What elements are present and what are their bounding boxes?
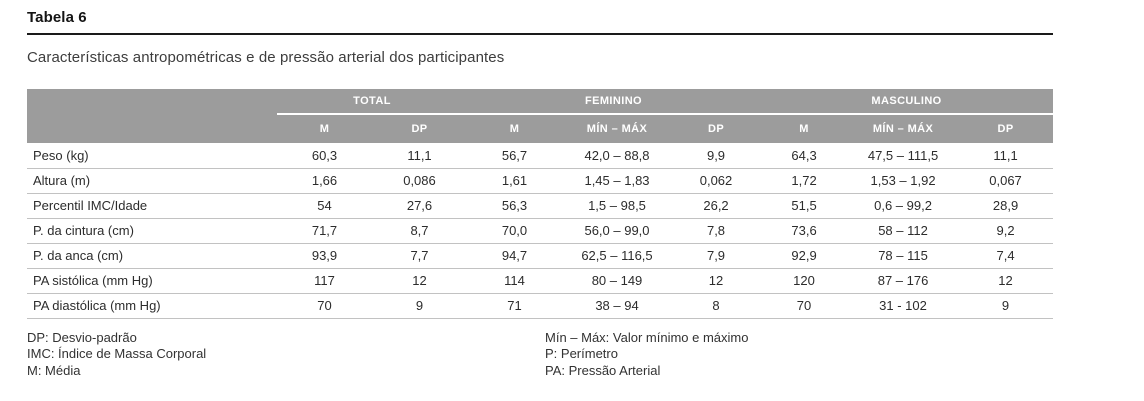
- cell: 56,7: [467, 143, 562, 169]
- title-rule: [27, 33, 1053, 35]
- cell: 9,9: [672, 143, 761, 169]
- group-header-feminino: FEMININO: [467, 89, 761, 115]
- table-row: Peso (kg) 60,3 11,1 56,7 42,0 – 88,8 9,9…: [27, 143, 1054, 169]
- cell: 12: [958, 268, 1054, 294]
- cell: 7,8: [672, 218, 761, 244]
- table-row: PA diastólica (mm Hg) 70 9 71 38 – 94 8 …: [27, 293, 1054, 319]
- row-label: PA diastólica (mm Hg): [27, 293, 277, 319]
- footnote-m: M: Média: [27, 362, 81, 378]
- cell: 51,5: [760, 193, 849, 219]
- cell: 8: [672, 293, 761, 319]
- cell: 31 - 102: [848, 293, 959, 319]
- cell: 94,7: [467, 243, 562, 269]
- footnotes-left: DP: Desvio-padrão IMC: Índice de Massa C…: [27, 330, 545, 380]
- cell: 7,7: [372, 243, 467, 269]
- table-figure: Tabela 6 Características antropométricas…: [27, 9, 1054, 380]
- row-label: P. da anca (cm): [27, 243, 277, 269]
- cell: 0,086: [372, 168, 467, 194]
- group-header-masculino: MASCULINO: [760, 89, 1054, 115]
- cell: 93,9: [277, 243, 372, 269]
- footnote-dp: DP: Desvio-padrão: [27, 329, 137, 345]
- table-row: P. da anca (cm) 93,9 7,7 94,7 62,5 – 116…: [27, 243, 1054, 269]
- column-header-masc-m: M: [760, 114, 849, 143]
- cell: 71,7: [277, 218, 372, 244]
- column-header-fem-minmax: MÍN – MÁX: [562, 114, 672, 143]
- cell: 56,0 – 99,0: [562, 218, 672, 244]
- footnote-imc: IMC: Índice de Massa Corporal: [27, 346, 207, 361]
- cell: 0,067: [958, 168, 1054, 194]
- cell: 1,5 – 98,5: [562, 193, 672, 219]
- column-header-total-dp: DP: [372, 114, 467, 143]
- cell: 8,7: [372, 218, 467, 244]
- cell: 117: [277, 268, 372, 294]
- cell: 92,9: [760, 243, 849, 269]
- cell: 71: [467, 293, 562, 319]
- cell: 9: [958, 293, 1054, 319]
- cell: 7,9: [672, 243, 761, 269]
- cell: 120: [760, 268, 849, 294]
- cell: 54: [277, 193, 372, 219]
- column-header-total-m: M: [277, 114, 372, 143]
- cell: 1,53 – 1,92: [848, 168, 959, 194]
- cell: 47,5 – 111,5: [848, 143, 959, 169]
- footnote-pa: PA: Pressão Arterial: [545, 362, 661, 378]
- table-caption: Características antropométricas e de pre…: [27, 49, 505, 66]
- cell: 70,0: [467, 218, 562, 244]
- cell: 28,9: [958, 193, 1054, 219]
- cell: 9,2: [958, 218, 1054, 244]
- cell: 62,5 – 116,5: [562, 243, 672, 269]
- cell: 78 – 115: [848, 243, 959, 269]
- table-row: Altura (m) 1,66 0,086 1,61 1,45 – 1,83 0…: [27, 168, 1054, 194]
- column-header-masc-dp: DP: [958, 114, 1054, 143]
- cell: 64,3: [760, 143, 849, 169]
- sub-header-row: M DP M MÍN – MÁX DP M MÍN – MÁX DP: [27, 114, 1054, 143]
- group-header-total: TOTAL: [277, 89, 467, 115]
- cell: 80 – 149: [562, 268, 672, 294]
- cell: 114: [467, 268, 562, 294]
- cell: 11,1: [372, 143, 467, 169]
- footnotes: DP: Desvio-padrão IMC: Índice de Massa C…: [27, 330, 1053, 380]
- footnote-p: P: Perímetro: [545, 346, 618, 361]
- table-number: Tabela 6: [27, 9, 87, 26]
- cell: 12: [672, 268, 761, 294]
- row-label: PA sistólica (mm Hg): [27, 268, 277, 294]
- row-label: P. da cintura (cm): [27, 218, 277, 244]
- cell: 11,1: [958, 143, 1054, 169]
- column-header-fem-m: M: [467, 114, 562, 143]
- cell: 38 – 94: [562, 293, 672, 319]
- footnote-minmax: Mín – Máx: Valor mínimo e máximo: [545, 329, 749, 345]
- cell: 73,6: [760, 218, 849, 244]
- cell: 56,3: [467, 193, 562, 219]
- cell: 58 – 112: [848, 218, 959, 244]
- row-label: Percentil IMC/Idade: [27, 193, 277, 219]
- table-row: P. da cintura (cm) 71,7 8,7 70,0 56,0 – …: [27, 218, 1054, 244]
- cell: 70: [277, 293, 372, 319]
- column-header-masc-minmax: MÍN – MÁX: [848, 114, 959, 143]
- cell: 12: [372, 268, 467, 294]
- cell: 70: [760, 293, 849, 319]
- group-header-row: TOTAL FEMININO MASCULINO: [27, 89, 1054, 115]
- header-corner-cell: [27, 89, 277, 115]
- cell: 1,66: [277, 168, 372, 194]
- cell: 87 – 176: [848, 268, 959, 294]
- column-header-fem-dp: DP: [672, 114, 761, 143]
- data-table: TOTAL FEMININO MASCULINO M DP M MÍN – MÁ…: [27, 89, 1054, 319]
- footnotes-right: Mín – Máx: Valor mínimo e máximo P: Perí…: [545, 330, 748, 380]
- cell: 1,61: [467, 168, 562, 194]
- cell: 60,3: [277, 143, 372, 169]
- cell: 1,45 – 1,83: [562, 168, 672, 194]
- table-row: PA sistólica (mm Hg) 117 12 114 80 – 149…: [27, 268, 1054, 294]
- cell: 0,062: [672, 168, 761, 194]
- row-label: Peso (kg): [27, 143, 277, 169]
- column-header-label: [27, 114, 277, 143]
- table-row: Percentil IMC/Idade 54 27,6 56,3 1,5 – 9…: [27, 193, 1054, 219]
- cell: 9: [372, 293, 467, 319]
- cell: 42,0 – 88,8: [562, 143, 672, 169]
- cell: 27,6: [372, 193, 467, 219]
- cell: 0,6 – 99,2: [848, 193, 959, 219]
- cell: 26,2: [672, 193, 761, 219]
- cell: 1,72: [760, 168, 849, 194]
- cell: 7,4: [958, 243, 1054, 269]
- row-label: Altura (m): [27, 168, 277, 194]
